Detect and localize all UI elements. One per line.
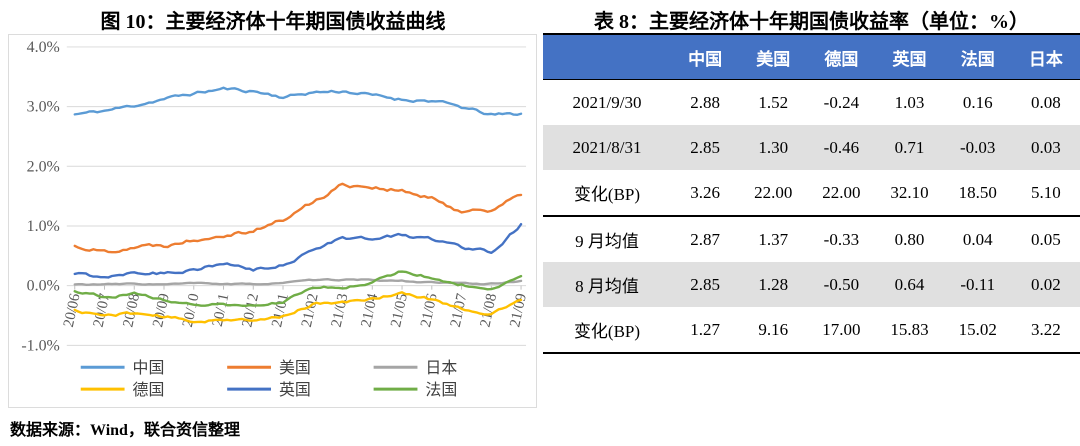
value-cell: -0.11 <box>943 262 1012 307</box>
bond-yield-chart-panel: 4.0% 3.0% 2.0% 1.0% 0.0% -1.0% 20/06 20/07 20/08… <box>8 34 537 408</box>
figure-title: 图 10：主要经济体十年期国债收益曲线 <box>100 11 446 33</box>
value-cell: -0.03 <box>943 125 1012 170</box>
y-axis-tick-label: 2.0% <box>27 158 60 175</box>
value-cell: 17.00 <box>807 307 876 354</box>
y-axis-tick-label: 3.0% <box>27 99 60 116</box>
value-cell: 0.80 <box>894 229 925 249</box>
legend-label-france: 法国 <box>425 381 457 399</box>
x-axis-tick-label: 20/10 <box>180 292 203 329</box>
y-axis-tick-label: 4.0% <box>27 39 60 56</box>
table-header-cell: 美国 <box>739 33 808 80</box>
table-row: 2021/8/31 2.85 1.30 -0.46 0.71 -0.03 0.03 <box>543 125 1080 170</box>
value-cell: 0.02 <box>1011 262 1080 307</box>
value-cell: 0.05 <box>1031 229 1061 249</box>
value-cell: 18.50 <box>943 170 1012 217</box>
row-label-cell: 9 月均值 <box>575 232 639 251</box>
x-axis-tick-label: 20/12 <box>239 292 262 329</box>
value-cell: 0.04 <box>962 229 993 249</box>
value-cell: 0.16 <box>962 92 993 112</box>
series-line-germany <box>73 291 523 324</box>
value-cell: 0.08 <box>1031 92 1061 112</box>
row-label-header <box>543 33 671 80</box>
value-cell: 0.64 <box>875 262 944 307</box>
table-header-cell: 中国 <box>671 33 740 80</box>
table-header-cell: 日本 <box>1011 33 1080 80</box>
value-cell: 2.85 <box>671 262 740 307</box>
table-row: 2021/9/30 2.88 1.52 -0.24 1.03 0.16 0.08 <box>543 80 1080 126</box>
x-axis-tick-label: 21/08 <box>477 292 500 329</box>
x-axis-tick-label: 20/08 <box>120 292 143 329</box>
value-cell: 22.00 <box>739 170 808 217</box>
value-cell: 5.10 <box>1011 170 1080 217</box>
table-row: 变化(BP) 3.26 22.00 22.00 32.10 18.50 5.10 <box>543 170 1080 217</box>
value-cell: 15.83 <box>875 307 944 354</box>
table-header-cell: 德国 <box>807 33 876 80</box>
series-line-china <box>73 86 523 116</box>
value-cell: -0.50 <box>807 262 876 307</box>
value-cell: 0.03 <box>1011 125 1080 170</box>
row-label-cell: 变化(BP) <box>543 307 671 354</box>
value-cell: -0.33 <box>823 229 860 249</box>
value-cell: 15.02 <box>943 307 1012 354</box>
value-cell: 2.88 <box>690 92 720 112</box>
y-axis-tick-label: -1.0% <box>21 337 59 354</box>
legend-label-germany: 德国 <box>133 381 165 399</box>
row-label-cell: 2021/8/31 <box>543 125 671 170</box>
value-cell: 3.26 <box>671 170 740 217</box>
table-row: 9 月均值 2.87 1.37 -0.33 0.80 0.04 0.05 <box>543 216 1080 262</box>
value-cell: 3.22 <box>1011 307 1080 354</box>
value-cell: 9.16 <box>739 307 808 354</box>
legend-label-usa: 美国 <box>279 359 311 377</box>
table-row: 8 月均值 2.85 1.28 -0.50 0.64 -0.11 0.02 <box>543 262 1080 307</box>
value-cell: 1.37 <box>758 229 789 249</box>
x-axis-tick-label: 21/05 <box>388 292 411 329</box>
table-header-cell: 法国 <box>943 33 1012 80</box>
value-cell: 0.71 <box>875 125 944 170</box>
series-line-france <box>73 270 523 308</box>
x-axis-tick-label: 21/07 <box>448 292 471 329</box>
value-cell: 22.00 <box>807 170 876 217</box>
x-axis-tick-label: 20/11 <box>210 292 233 328</box>
value-cell: 1.28 <box>739 262 808 307</box>
legend-label-china: 中国 <box>133 359 165 377</box>
table-header-row: 中国 美国 德国 英国 法国 日本 <box>543 33 1080 80</box>
table-body: 2021/9/30 2.88 1.52 -0.24 1.03 0.16 0.08 2021/8… <box>543 80 1080 354</box>
x-axis-tick-label: 20/07 <box>91 292 114 329</box>
table-header: 中国 美国 德国 英国 法国 日本 <box>543 33 1080 80</box>
value-cell: -0.24 <box>823 92 860 112</box>
series-line-usa <box>73 182 523 254</box>
x-axis-tick-label: 21/04 <box>358 292 381 329</box>
legend-label-uk: 英国 <box>279 381 311 399</box>
value-cell: 1.03 <box>894 92 925 112</box>
legend-label-japan: 日本 <box>425 359 457 377</box>
value-cell: 1.27 <box>671 307 740 354</box>
x-axis-tick-label: 21/09 <box>507 292 530 329</box>
x-axis-tick-label: 20/06 <box>61 292 84 329</box>
row-label-cell: 8 月均值 <box>543 262 671 307</box>
value-cell: 2.87 <box>690 229 720 249</box>
x-axis-tick-label: 21/03 <box>329 292 352 329</box>
row-label-cell: 变化(BP) <box>543 170 671 217</box>
bond-yield-table: 中国 美国 德国 英国 法国 日本 2021/9/30 2.88 1.52 -0.24 1.03 0… <box>543 33 1080 354</box>
x-axis-tick-label: 21/02 <box>299 292 322 329</box>
line-chart: 4.0% 3.0% 2.0% 1.0% 0.0% -1.0%20/06 20/07 20/08… <box>21 39 530 399</box>
y-axis-tick-label: 0.0% <box>27 278 60 295</box>
y-axis-tick-label: 1.0% <box>27 218 60 235</box>
table-header-cell: 英国 <box>875 33 944 80</box>
value-cell: 2.85 <box>671 125 740 170</box>
value-cell: -0.46 <box>807 125 876 170</box>
value-cell: 32.10 <box>875 170 944 217</box>
value-cell: 1.30 <box>739 125 808 170</box>
source-note: 数据来源：Wind，联合资信整理 <box>10 422 240 439</box>
series-line-uk <box>73 222 523 279</box>
row-label-cell: 2021/9/30 <box>572 92 642 112</box>
table-title: 表 8：主要经济体十年期国债收益率（单位：%） <box>594 11 1029 33</box>
table-row: 变化(BP) 1.27 9.16 17.00 15.83 15.02 3.22 <box>543 307 1080 354</box>
value-cell: 1.52 <box>758 92 789 112</box>
